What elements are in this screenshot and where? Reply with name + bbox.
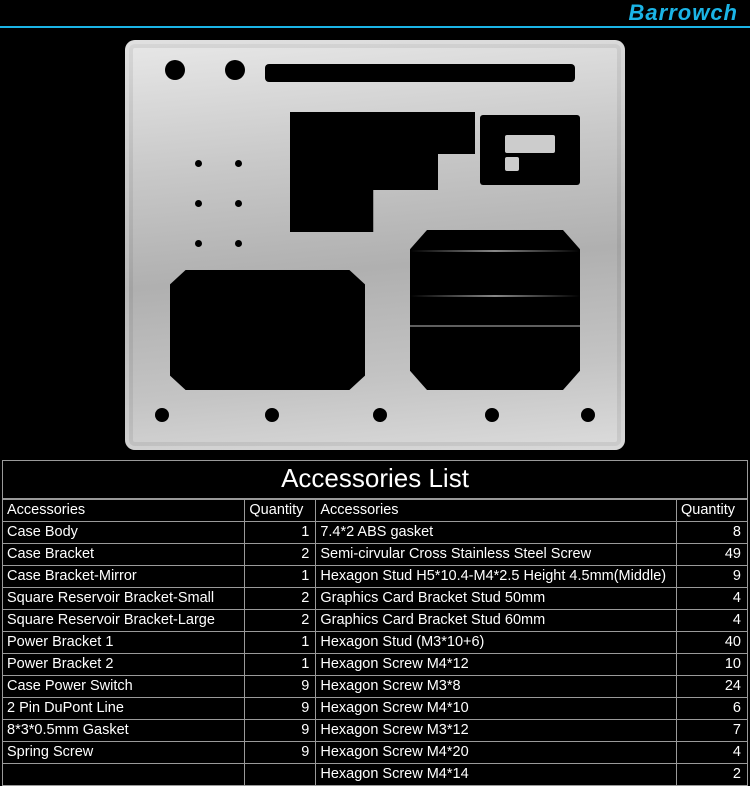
bottom-hole xyxy=(373,408,387,422)
cell-quantity-right: 4 xyxy=(677,742,748,764)
cell-quantity-right: 10 xyxy=(677,654,748,676)
screw-hole xyxy=(195,240,202,247)
cell-accessory-left: Case Bracket xyxy=(3,544,245,566)
cell-accessory-left: Spring Screw xyxy=(3,742,245,764)
col-header-quantity-right: Quantity xyxy=(677,500,748,522)
col-header-accessories-right: Accessories xyxy=(316,500,677,522)
case-plate xyxy=(125,40,625,450)
table-row: Case Bracket2Semi-cirvular Cross Stainle… xyxy=(3,544,748,566)
table-title: Accessories List xyxy=(2,460,748,499)
accessories-table: Accessories Quantity Accessories Quantit… xyxy=(2,499,748,786)
bottom-hole xyxy=(581,408,595,422)
col-header-quantity-left: Quantity xyxy=(245,500,316,522)
cell-quantity-right: 4 xyxy=(677,610,748,632)
cell-quantity-right: 8 xyxy=(677,522,748,544)
cell-quantity-right: 49 xyxy=(677,544,748,566)
bottom-hole xyxy=(155,408,169,422)
table-row: 2 Pin DuPont Line9Hexagon Screw M4*106 xyxy=(3,698,748,720)
cell-accessory-left: 8*3*0.5mm Gasket xyxy=(3,720,245,742)
cell-quantity-right: 2 xyxy=(677,764,748,786)
cell-accessory-right: Hexagon Screw M4*12 xyxy=(316,654,677,676)
top-hole xyxy=(165,60,185,80)
table-row: Power Bracket 11Hexagon Stud (M3*10+6)40 xyxy=(3,632,748,654)
cell-accessory-right: Hexagon Screw M4*10 xyxy=(316,698,677,720)
cell-quantity-left: 1 xyxy=(245,522,316,544)
bottom-hole xyxy=(485,408,499,422)
cell-accessory-right: Graphics Card Bracket Stud 50mm xyxy=(316,588,677,610)
table-body: Case Body17.4*2 ABS gasket8Case Bracket2… xyxy=(3,522,748,786)
lower-left-cutout xyxy=(170,270,365,390)
table-row: 8*3*0.5mm Gasket9Hexagon Screw M3*127 xyxy=(3,720,748,742)
cell-quantity-left: 9 xyxy=(245,698,316,720)
cell-accessory-right: 7.4*2 ABS gasket xyxy=(316,522,677,544)
cell-quantity-left xyxy=(245,764,316,786)
top-hole xyxy=(225,60,245,80)
cell-accessory-right: Hexagon Screw M3*12 xyxy=(316,720,677,742)
cell-accessory-left: Square Reservoir Bracket-Small xyxy=(3,588,245,610)
accessories-table-container: Accessories List Accessories Quantity Ac… xyxy=(0,460,750,786)
table-row: Hexagon Screw M4*142 xyxy=(3,764,748,786)
col-header-accessories-left: Accessories xyxy=(3,500,245,522)
cell-quantity-right: 7 xyxy=(677,720,748,742)
lower-right-cutout xyxy=(410,230,580,390)
upper-right-cutout xyxy=(480,115,580,185)
cell-quantity-right: 6 xyxy=(677,698,748,720)
cell-accessory-left: Power Bracket 1 xyxy=(3,632,245,654)
cell-quantity-left: 9 xyxy=(245,676,316,698)
cell-quantity-left: 1 xyxy=(245,566,316,588)
cell-accessory-left: Square Reservoir Bracket-Large xyxy=(3,610,245,632)
screw-hole xyxy=(195,160,202,167)
top-slot-cutout xyxy=(265,64,575,82)
cell-accessory-left: Case Body xyxy=(3,522,245,544)
screw-hole xyxy=(235,240,242,247)
table-header-row: Accessories Quantity Accessories Quantit… xyxy=(3,500,748,522)
table-row: Square Reservoir Bracket-Small2Graphics … xyxy=(3,588,748,610)
header: Barrowch xyxy=(0,0,750,26)
cell-accessory-left: 2 Pin DuPont Line xyxy=(3,698,245,720)
cell-quantity-left: 1 xyxy=(245,654,316,676)
table-row: Case Power Switch9Hexagon Screw M3*824 xyxy=(3,676,748,698)
cell-quantity-left: 2 xyxy=(245,588,316,610)
brand-logo: Barrowch xyxy=(629,0,738,26)
cell-quantity-right: 4 xyxy=(677,588,748,610)
cell-quantity-left: 9 xyxy=(245,742,316,764)
screw-hole xyxy=(235,160,242,167)
cell-accessory-right: Graphics Card Bracket Stud 60mm xyxy=(316,610,677,632)
table-row: Case Bracket-Mirror1Hexagon Stud H5*10.4… xyxy=(3,566,748,588)
cell-accessory-left: Power Bracket 2 xyxy=(3,654,245,676)
table-row: Power Bracket 21Hexagon Screw M4*1210 xyxy=(3,654,748,676)
cell-quantity-left: 1 xyxy=(245,632,316,654)
screw-hole xyxy=(195,200,202,207)
table-row: Square Reservoir Bracket-Large2Graphics … xyxy=(3,610,748,632)
cell-accessory-right: Hexagon Stud H5*10.4-M4*2.5 Height 4.5mm… xyxy=(316,566,677,588)
cell-accessory-left: Case Bracket-Mirror xyxy=(3,566,245,588)
bottom-hole xyxy=(265,408,279,422)
cell-quantity-left: 9 xyxy=(245,720,316,742)
cell-accessory-right: Hexagon Screw M3*8 xyxy=(316,676,677,698)
cell-accessory-left xyxy=(3,764,245,786)
cell-quantity-left: 2 xyxy=(245,610,316,632)
cell-quantity-right: 9 xyxy=(677,566,748,588)
table-row: Spring Screw9Hexagon Screw M4*204 xyxy=(3,742,748,764)
table-row: Case Body17.4*2 ABS gasket8 xyxy=(3,522,748,544)
screw-hole xyxy=(235,200,242,207)
cell-accessory-left: Case Power Switch xyxy=(3,676,245,698)
cell-accessory-right: Hexagon Stud (M3*10+6) xyxy=(316,632,677,654)
upper-l-cutout xyxy=(290,112,475,232)
cell-quantity-right: 40 xyxy=(677,632,748,654)
cell-accessory-right: Hexagon Screw M4*20 xyxy=(316,742,677,764)
cell-accessory-right: Hexagon Screw M4*14 xyxy=(316,764,677,786)
cell-accessory-right: Semi-cirvular Cross Stainless Steel Scre… xyxy=(316,544,677,566)
cell-quantity-right: 24 xyxy=(677,676,748,698)
cell-quantity-left: 2 xyxy=(245,544,316,566)
product-illustration xyxy=(0,28,750,460)
